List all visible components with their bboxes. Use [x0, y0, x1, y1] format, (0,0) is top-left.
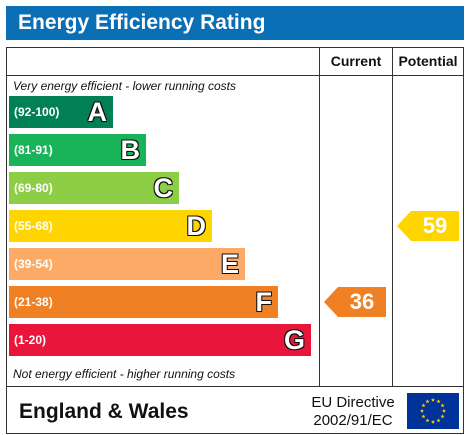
band-range-label: (21-38)	[14, 295, 53, 309]
rating-band-c: (69-80) C	[9, 172, 179, 204]
rating-table: Current Potential Very energy efficient …	[6, 47, 464, 434]
eu-star	[421, 403, 426, 408]
band-range-label: (81-91)	[14, 143, 53, 157]
band-letter: A	[87, 97, 108, 127]
column-divider-current	[319, 48, 320, 386]
caption-not-efficient: Not energy efficient - higher running co…	[13, 367, 236, 381]
eu-star	[430, 397, 436, 402]
rating-arrow-current: 36	[324, 287, 386, 317]
column-header-potential: Potential	[398, 53, 458, 69]
eu-star	[421, 414, 426, 419]
band-letter: G	[283, 325, 305, 355]
band-range-label: (39-54)	[14, 257, 53, 271]
band-letter: B	[120, 135, 141, 165]
rating-band-e: (39-54) E	[9, 248, 245, 280]
eu-star	[425, 418, 430, 423]
eu-star	[436, 418, 441, 423]
header-bar: Energy Efficiency Rating	[6, 6, 464, 40]
page-title: Energy Efficiency Rating	[18, 11, 266, 34]
eu-star	[441, 408, 447, 413]
eu-directive: EU Directive 2002/91/EC	[305, 394, 401, 430]
band-range-label: (92-100)	[14, 105, 60, 119]
band-range-label: (69-80)	[14, 181, 53, 195]
band-range-label: (1-20)	[14, 333, 47, 347]
eu-star	[440, 403, 445, 408]
eu-star	[440, 414, 445, 419]
rating-band-f: (21-38) F	[9, 286, 278, 318]
column-divider-potential	[392, 48, 393, 386]
band-range-label: (55-68)	[14, 219, 53, 233]
band-letter: D	[186, 211, 207, 241]
rating-value-potential: 59	[422, 213, 448, 238]
eu-star	[419, 408, 425, 413]
band-letter: C	[153, 173, 174, 203]
column-header-current: Current	[330, 53, 382, 69]
rating-value-current: 36	[349, 289, 375, 314]
arrow-shape	[397, 211, 459, 241]
rating-band-d: (55-68) D	[9, 210, 212, 242]
rating-band-b: (81-91) B	[9, 134, 146, 166]
rating-arrow-potential: 59	[397, 211, 459, 241]
country-label: England & Wales	[19, 400, 189, 423]
band-letter: F	[255, 287, 273, 317]
eu-flag-icon	[407, 393, 459, 429]
arrow-shape	[324, 287, 386, 317]
eu-star	[425, 399, 430, 404]
rating-band-g: (1-20) G	[9, 324, 311, 356]
directive-line-2: 2002/91/EC	[313, 412, 393, 429]
footer-divider	[7, 386, 463, 387]
band-letter: E	[220, 249, 239, 279]
rating-band-a: (92-100) A	[9, 96, 113, 128]
directive-line-1: EU Directive	[311, 394, 395, 411]
eu-star	[430, 419, 436, 424]
caption-very-efficient: Very energy efficient - lower running co…	[13, 79, 236, 93]
eu-star	[436, 399, 441, 404]
header-row-divider	[7, 75, 463, 76]
